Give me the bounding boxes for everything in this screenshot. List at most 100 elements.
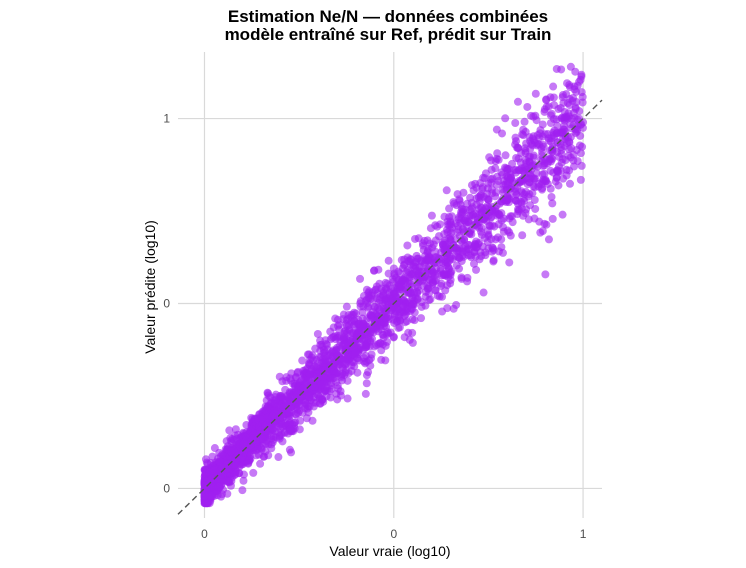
data-point — [275, 372, 284, 381]
data-point — [455, 196, 464, 205]
data-point — [392, 293, 401, 302]
data-point — [452, 261, 461, 270]
data-point — [501, 151, 510, 160]
data-point — [313, 329, 322, 338]
data-point — [215, 457, 224, 466]
data-point — [502, 172, 511, 181]
data-point — [394, 323, 403, 332]
data-point — [499, 214, 508, 223]
data-point — [524, 215, 533, 224]
data-point — [546, 118, 555, 127]
data-point — [466, 227, 475, 236]
data-point — [359, 292, 368, 301]
data-point — [565, 138, 574, 147]
data-point — [238, 486, 247, 495]
data-point — [481, 251, 490, 260]
data-point — [578, 98, 587, 107]
data-point — [361, 351, 370, 360]
data-point — [511, 140, 520, 149]
x-tick-label-1: 0 — [390, 527, 397, 541]
data-point — [469, 186, 478, 195]
data-point — [560, 113, 569, 122]
x-tick-label-0: 0 — [201, 527, 208, 541]
y-tick-label-2: 1 — [163, 112, 170, 126]
data-point — [292, 410, 301, 419]
data-point — [397, 282, 406, 291]
data-point — [256, 459, 265, 468]
data-point — [536, 228, 545, 237]
data-point — [207, 491, 216, 500]
data-point — [409, 261, 418, 270]
data-point — [408, 328, 417, 337]
x-tick-label-2: 1 — [580, 527, 587, 541]
data-point — [310, 382, 319, 391]
data-point — [460, 235, 469, 244]
data-point — [326, 393, 335, 402]
data-point — [376, 325, 385, 334]
data-point — [428, 278, 437, 287]
data-point — [295, 425, 304, 434]
data-point — [484, 195, 493, 204]
data-point — [366, 329, 375, 338]
data-point — [439, 238, 447, 247]
data-point — [307, 353, 316, 362]
data-point — [498, 129, 507, 138]
data-point — [362, 285, 371, 294]
data-point — [513, 97, 522, 106]
data-point — [459, 188, 468, 197]
data-point — [353, 368, 362, 377]
data-point — [309, 398, 318, 407]
y-tick-label-1: 0 — [163, 296, 170, 310]
data-point — [478, 183, 487, 192]
data-point — [517, 204, 526, 213]
data-point — [279, 413, 288, 422]
data-point — [465, 245, 474, 254]
data-point — [565, 145, 574, 154]
y-axis-label: Valeur prédite (log10) — [142, 220, 158, 354]
chart-title-line1: Estimation Ne/N — données combinées — [228, 7, 548, 26]
data-point — [505, 194, 514, 203]
data-point — [571, 104, 580, 113]
data-point — [375, 295, 384, 304]
data-point — [440, 230, 449, 239]
data-point — [440, 212, 449, 221]
data-point — [536, 129, 545, 138]
data-point — [417, 314, 426, 323]
data-point — [375, 279, 384, 288]
data-point — [453, 247, 461, 256]
data-point — [462, 221, 471, 230]
data-point — [254, 450, 263, 459]
data-point — [555, 162, 564, 171]
data-point — [484, 230, 493, 239]
data-point — [426, 224, 435, 233]
data-point — [342, 334, 351, 343]
data-point — [323, 386, 332, 395]
data-point — [222, 437, 231, 446]
data-point — [354, 327, 363, 336]
data-point — [364, 302, 373, 311]
data-point — [449, 304, 458, 313]
data-point — [505, 258, 514, 267]
data-point — [558, 210, 567, 219]
data-point — [405, 277, 414, 286]
data-point — [511, 133, 520, 142]
data-point — [333, 351, 342, 360]
data-point — [413, 283, 422, 292]
data-point — [433, 291, 442, 300]
data-point — [518, 231, 527, 240]
data-point — [201, 481, 210, 490]
data-point — [421, 301, 430, 310]
data-point — [404, 288, 413, 297]
data-point — [350, 308, 359, 317]
data-point — [302, 414, 311, 423]
data-point — [522, 173, 531, 182]
data-point — [466, 193, 475, 202]
data-point — [494, 155, 503, 164]
data-point — [540, 169, 549, 178]
data-point — [446, 218, 455, 227]
data-point — [487, 178, 496, 187]
data-point — [465, 206, 474, 215]
data-point — [472, 265, 481, 274]
data-point — [549, 82, 558, 91]
data-point — [334, 384, 343, 393]
